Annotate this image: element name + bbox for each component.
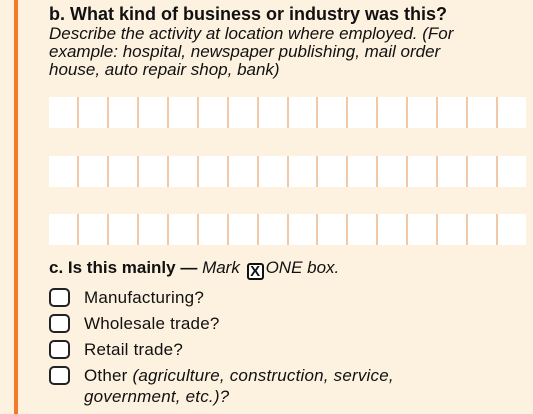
character-cell[interactable] (166, 97, 197, 128)
mark-x-example-icon: X (246, 263, 264, 280)
question-b-description: Describe the activity at location where … (49, 25, 525, 79)
character-cell[interactable] (226, 97, 257, 128)
character-cell[interactable] (496, 214, 526, 245)
character-cell[interactable] (436, 97, 466, 128)
industry-write-in-row-3[interactable] (49, 214, 526, 245)
character-cell[interactable] (76, 97, 107, 128)
character-cell[interactable] (196, 97, 227, 128)
character-cell[interactable] (106, 97, 137, 128)
question-c: c. Is this mainly — Mark X ONE box. (49, 257, 339, 280)
character-cell[interactable] (436, 156, 466, 187)
character-cell[interactable] (346, 97, 376, 128)
option-continuation-text: government, etc.)? (84, 387, 230, 406)
industry-write-in-row-1[interactable] (49, 97, 526, 128)
option-retail-trade[interactable]: Retail trade? (49, 339, 519, 360)
industry-write-in-row-2[interactable] (49, 156, 526, 187)
character-cell[interactable] (286, 214, 317, 245)
character-cell[interactable] (136, 156, 167, 187)
character-cell[interactable] (49, 156, 77, 187)
wholesale-trade-checkbox[interactable] (49, 314, 70, 333)
character-cell[interactable] (316, 156, 346, 187)
option-main-text: Manufacturing? (84, 288, 204, 307)
character-cell[interactable] (376, 214, 406, 245)
option-main-text: Other (84, 366, 128, 385)
option-wholesale-trade[interactable]: Wholesale trade? (49, 313, 519, 334)
character-cell[interactable] (286, 156, 317, 187)
character-cell[interactable] (346, 156, 376, 187)
question-c-options: Manufacturing? Wholesale trade? Retail t… (49, 287, 519, 412)
question-c-instruction-prefix: Mark (202, 258, 240, 277)
character-cell[interactable] (256, 156, 287, 187)
character-cell[interactable] (496, 97, 526, 128)
character-cell[interactable] (466, 214, 496, 245)
character-cell[interactable] (376, 156, 406, 187)
character-cell[interactable] (49, 214, 77, 245)
option-label: Wholesale trade? (84, 313, 220, 334)
manufacturing-checkbox[interactable] (49, 288, 70, 307)
character-cell[interactable] (436, 214, 466, 245)
character-cell[interactable] (466, 156, 496, 187)
character-cell[interactable] (376, 97, 406, 128)
question-b: b. What kind of business or industry was… (49, 4, 525, 79)
character-cell[interactable] (49, 97, 77, 128)
option-label: Retail trade? (84, 339, 183, 360)
option-label: Manufacturing? (84, 287, 204, 308)
character-cell[interactable] (256, 97, 287, 128)
character-cell[interactable] (406, 156, 436, 187)
character-cell[interactable] (166, 156, 197, 187)
character-cell[interactable] (406, 214, 436, 245)
option-extra-text: (agriculture, construction, service, (127, 366, 394, 385)
section-margin-rule (14, 0, 18, 414)
character-cell[interactable] (406, 97, 436, 128)
character-cell[interactable] (76, 214, 107, 245)
character-cell[interactable] (106, 156, 137, 187)
retail-trade-checkbox[interactable] (49, 340, 70, 359)
character-cell[interactable] (466, 97, 496, 128)
character-cell[interactable] (226, 156, 257, 187)
option-manufacturing[interactable]: Manufacturing? (49, 287, 519, 308)
question-c-instruction-suffix: ONE box. (265, 258, 340, 277)
character-cell[interactable] (76, 156, 107, 187)
character-cell[interactable] (196, 214, 227, 245)
other-checkbox[interactable] (49, 366, 70, 385)
option-main-text: Retail trade? (84, 340, 183, 359)
character-cell[interactable] (316, 214, 346, 245)
question-b-title: b. What kind of business or industry was… (49, 4, 448, 24)
character-cell[interactable] (166, 214, 197, 245)
character-cell[interactable] (226, 214, 257, 245)
character-cell[interactable] (316, 97, 346, 128)
character-cell[interactable] (346, 214, 376, 245)
character-cell[interactable] (106, 214, 137, 245)
option-label: Other (agriculture, construction, servic… (84, 365, 394, 407)
question-c-label: c. Is this mainly — (49, 258, 198, 277)
option-other[interactable]: Other (agriculture, construction, servic… (49, 365, 519, 407)
character-cell[interactable] (256, 214, 287, 245)
question-b-description-line: Describe the activity at location where … (49, 24, 454, 43)
character-cell[interactable] (286, 97, 317, 128)
question-b-description-line: example: hospital, newspaper publishing,… (49, 42, 441, 61)
character-cell[interactable] (136, 214, 167, 245)
character-cell[interactable] (196, 156, 227, 187)
character-cell[interactable] (136, 97, 167, 128)
option-main-text: Wholesale trade? (84, 314, 220, 333)
question-b-description-line: house, auto repair shop, bank) (49, 60, 280, 79)
character-cell[interactable] (496, 156, 526, 187)
